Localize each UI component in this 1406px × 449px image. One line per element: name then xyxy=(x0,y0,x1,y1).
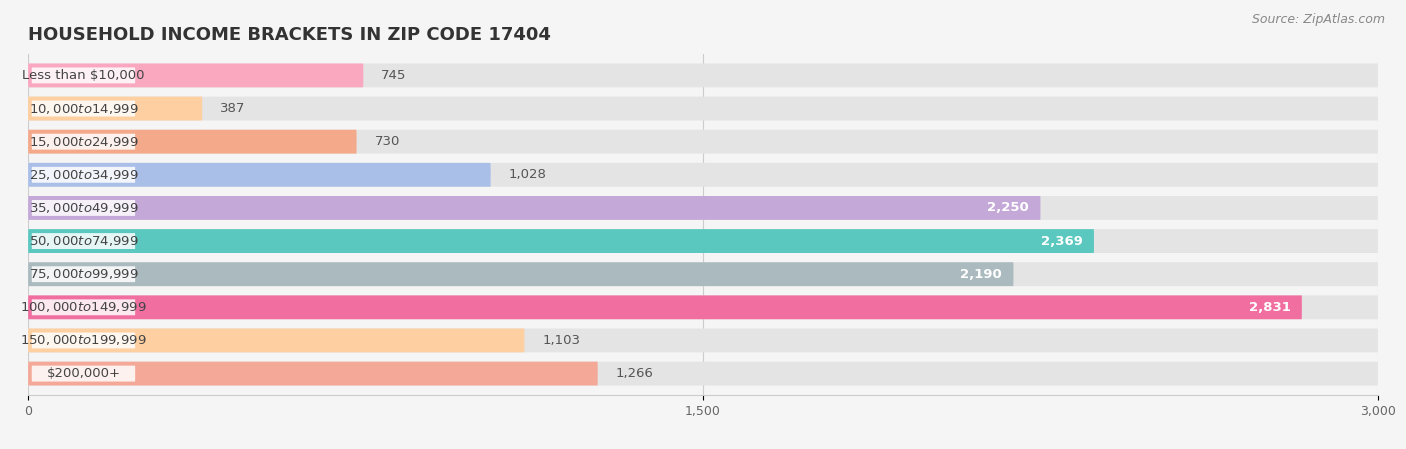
FancyBboxPatch shape xyxy=(28,196,1378,220)
FancyBboxPatch shape xyxy=(28,130,1378,154)
FancyBboxPatch shape xyxy=(32,266,135,282)
FancyBboxPatch shape xyxy=(28,361,1378,386)
Text: 730: 730 xyxy=(374,135,399,148)
Text: $10,000 to $14,999: $10,000 to $14,999 xyxy=(28,101,138,115)
Text: Source: ZipAtlas.com: Source: ZipAtlas.com xyxy=(1251,13,1385,26)
Text: 1,028: 1,028 xyxy=(509,168,547,181)
FancyBboxPatch shape xyxy=(28,361,598,386)
FancyBboxPatch shape xyxy=(28,262,1014,286)
Text: $50,000 to $74,999: $50,000 to $74,999 xyxy=(28,234,138,248)
FancyBboxPatch shape xyxy=(32,101,135,116)
FancyBboxPatch shape xyxy=(32,134,135,150)
Text: 1,266: 1,266 xyxy=(616,367,654,380)
FancyBboxPatch shape xyxy=(28,196,1040,220)
Text: Less than $10,000: Less than $10,000 xyxy=(22,69,145,82)
FancyBboxPatch shape xyxy=(28,295,1378,319)
FancyBboxPatch shape xyxy=(28,130,357,154)
FancyBboxPatch shape xyxy=(32,299,135,315)
Text: 745: 745 xyxy=(381,69,406,82)
Text: HOUSEHOLD INCOME BRACKETS IN ZIP CODE 17404: HOUSEHOLD INCOME BRACKETS IN ZIP CODE 17… xyxy=(28,26,551,44)
FancyBboxPatch shape xyxy=(28,97,202,120)
Text: 2,190: 2,190 xyxy=(960,268,1002,281)
FancyBboxPatch shape xyxy=(28,229,1378,253)
Text: $35,000 to $49,999: $35,000 to $49,999 xyxy=(28,201,138,215)
Text: $25,000 to $34,999: $25,000 to $34,999 xyxy=(28,168,138,182)
FancyBboxPatch shape xyxy=(28,262,1378,286)
FancyBboxPatch shape xyxy=(32,67,135,84)
Text: $200,000+: $200,000+ xyxy=(46,367,121,380)
FancyBboxPatch shape xyxy=(32,365,135,382)
FancyBboxPatch shape xyxy=(28,163,491,187)
FancyBboxPatch shape xyxy=(28,63,1378,88)
FancyBboxPatch shape xyxy=(28,63,363,88)
FancyBboxPatch shape xyxy=(32,233,135,249)
FancyBboxPatch shape xyxy=(28,229,1094,253)
Text: 387: 387 xyxy=(221,102,246,115)
FancyBboxPatch shape xyxy=(32,167,135,183)
Text: 2,831: 2,831 xyxy=(1249,301,1291,314)
Text: $15,000 to $24,999: $15,000 to $24,999 xyxy=(28,135,138,149)
FancyBboxPatch shape xyxy=(32,200,135,216)
FancyBboxPatch shape xyxy=(32,333,135,348)
Text: 2,250: 2,250 xyxy=(987,202,1029,215)
FancyBboxPatch shape xyxy=(28,329,1378,352)
Text: 2,369: 2,369 xyxy=(1040,234,1083,247)
Text: $75,000 to $99,999: $75,000 to $99,999 xyxy=(28,267,138,281)
Text: $100,000 to $149,999: $100,000 to $149,999 xyxy=(20,300,146,314)
Text: 1,103: 1,103 xyxy=(543,334,581,347)
FancyBboxPatch shape xyxy=(28,163,1378,187)
FancyBboxPatch shape xyxy=(28,295,1302,319)
Text: $150,000 to $199,999: $150,000 to $199,999 xyxy=(20,334,146,348)
FancyBboxPatch shape xyxy=(28,97,1378,120)
FancyBboxPatch shape xyxy=(28,329,524,352)
